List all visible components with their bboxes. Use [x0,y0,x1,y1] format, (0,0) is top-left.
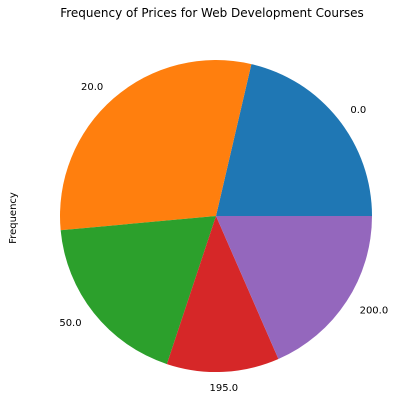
slice-label-20-0: 20.0 [81,82,103,93]
pie-slices [60,59,372,372]
slice-label-200-0: 200.0 [360,305,389,316]
slice-label-50-0: 50.0 [59,318,81,329]
pie-slice-50-0 [60,216,216,365]
slice-label-0-0: 0.0 [350,105,366,116]
pie-slice-200-0 [216,216,372,359]
pie-slice-0-0 [216,64,372,217]
slice-label-195-0: 195.0 [210,383,239,394]
chart-title: Frequency of Prices for Web Development … [60,6,364,20]
pie-slice-20-0 [60,59,252,231]
pie-slice-195-0 [166,216,279,372]
y-axis-label: Frequency [8,192,19,244]
pie-labels: 0.0 20.0 50.0 195.0 200.0 [59,82,388,394]
